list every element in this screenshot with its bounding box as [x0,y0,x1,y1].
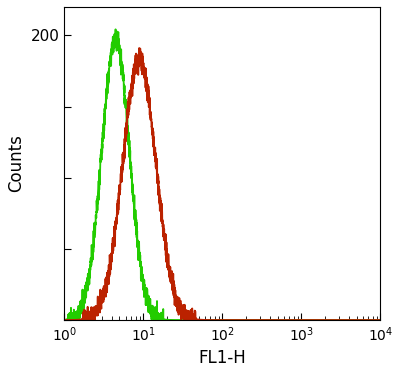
X-axis label: FL1-H: FL1-H [198,349,246,367]
Y-axis label: Counts: Counts [7,135,25,193]
